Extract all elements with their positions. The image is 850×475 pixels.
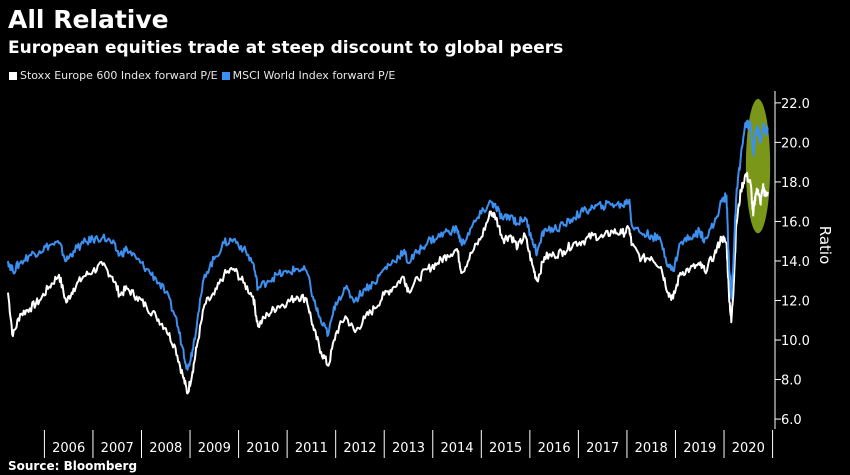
- series-line-stoxx: [7, 171, 769, 395]
- x-tick-label: 2019: [683, 441, 716, 456]
- legend-item-msci: MSCI World Index forward P/E: [221, 69, 396, 83]
- x-tick-label: 2017: [586, 441, 619, 456]
- x-tick-label: 2014: [440, 441, 473, 456]
- x-tick-label: 2006: [52, 441, 85, 456]
- y-tick-label: 6.0: [781, 413, 802, 428]
- x-tick-label: 2010: [246, 441, 279, 456]
- y-tick-label: 10.0: [781, 334, 810, 349]
- legend-label-stoxx: Stoxx Europe 600 Index forward P/E: [20, 69, 218, 82]
- highlight-ellipse: [745, 98, 771, 234]
- series-line-msci: [7, 119, 769, 371]
- x-tick-label: 2016: [538, 441, 571, 456]
- chart-subtitle: European equities trade at steep discoun…: [8, 38, 564, 58]
- x-tick-label: 2008: [149, 441, 182, 456]
- source-note: Source: Bloomberg: [8, 459, 138, 473]
- y-tick-label: 18.0: [781, 176, 810, 191]
- legend-swatch-msci: [221, 72, 230, 80]
- legend-label-msci: MSCI World Index forward P/E: [232, 69, 396, 82]
- y-tick-label: 22.0: [781, 97, 810, 112]
- y-tick-label: 14.0: [781, 255, 810, 270]
- legend-item-stoxx: Stoxx Europe 600 Index forward P/E: [9, 69, 218, 83]
- x-tick-label: 2020: [732, 441, 765, 456]
- y-axis-title: Ratio: [816, 226, 834, 265]
- x-tick-label: 2007: [101, 441, 134, 456]
- y-tick-label: 16.0: [781, 215, 810, 230]
- x-tick-label: 2018: [635, 441, 668, 456]
- x-tick-label: 2011: [295, 441, 328, 456]
- x-tick-label: 2013: [392, 441, 425, 456]
- y-tick-label: 12.0: [781, 295, 810, 310]
- x-tick-label: 2015: [489, 441, 522, 456]
- legend: Stoxx Europe 600 Index forward P/E MSCI …: [9, 69, 399, 83]
- legend-swatch-stoxx: [9, 72, 17, 80]
- chart-title: All Relative: [8, 5, 169, 34]
- x-tick-label: 2009: [198, 441, 231, 456]
- y-tick-label: 20.0: [781, 136, 810, 151]
- x-tick-label: 2012: [343, 441, 376, 456]
- y-tick-label: 8.0: [781, 374, 802, 389]
